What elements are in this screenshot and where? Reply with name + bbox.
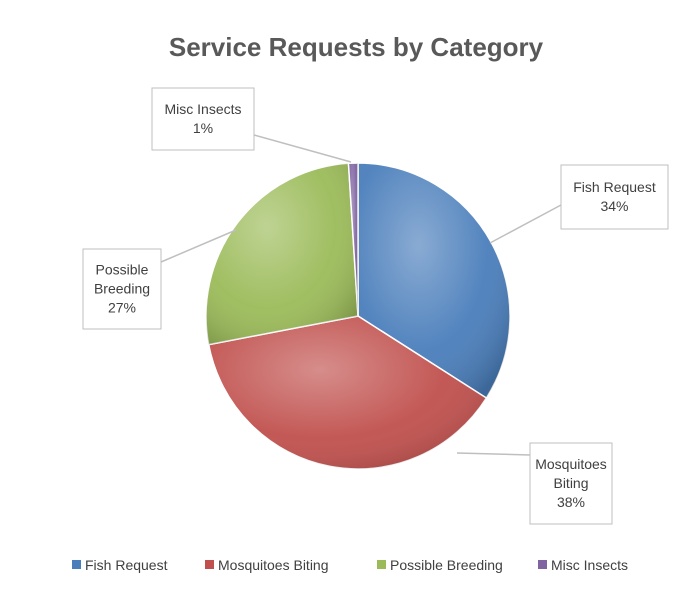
legend-swatch-possible-breeding <box>377 560 386 569</box>
callout-label-mosquitoes-biting: 38% <box>557 494 585 510</box>
legend-label-fish-request: Fish Request <box>85 557 168 573</box>
legend-label-possible-breeding: Possible Breeding <box>390 557 503 573</box>
data-callouts: Fish Request 34% Mosquitoes Biting 38% Possib… <box>82 87 669 525</box>
callout-box-possible-breeding <box>82 248 162 330</box>
callout-label-possible-breeding: Breeding <box>94 281 150 297</box>
callout-label-misc-insects: 1% <box>193 120 213 136</box>
callout-label-fish-request: Fish Request <box>573 179 656 195</box>
legend-swatch-misc-insects <box>538 560 547 569</box>
callout-box-misc-insects <box>151 87 255 151</box>
pie-slice-shading-fish-request <box>358 163 511 398</box>
legend-swatch-fish-request <box>72 560 81 569</box>
leader-line-misc-insects <box>253 134 352 163</box>
pie-slice-shading-misc-insects <box>348 163 358 316</box>
leader-line-fish-request <box>489 204 562 244</box>
legend-label-misc-insects: Misc Insects <box>551 557 628 573</box>
pie-slice-shading-mosquitoes-biting <box>208 316 487 470</box>
chart-legend: Fish Request Mosquitoes Biting Possible Br… <box>72 557 628 573</box>
callout-label-fish-request: 34% <box>600 198 628 214</box>
callout-label-misc-insects: Misc Insects <box>164 101 241 117</box>
legend-label-mosquitoes-biting: Mosquitoes Biting <box>218 557 329 573</box>
chart-title: Service Requests by Category <box>169 32 544 62</box>
pie-slice-shading-possible-breeding <box>205 163 358 345</box>
legend-swatch-mosquitoes-biting <box>205 560 214 569</box>
pie-slices <box>205 162 511 470</box>
callout-box-mosquitoes-biting <box>529 442 613 525</box>
callout-label-mosquitoes-biting: Mosquitoes <box>535 456 607 472</box>
callout-label-possible-breeding: Possible <box>96 262 149 278</box>
callout-label-mosquitoes-biting: Biting <box>553 475 588 491</box>
leader-line-mosquitoes-biting <box>456 452 531 456</box>
leader-line-possible-breeding <box>160 229 237 263</box>
callout-box-fish-request <box>560 164 669 230</box>
callout-label-possible-breeding: 27% <box>108 300 136 316</box>
